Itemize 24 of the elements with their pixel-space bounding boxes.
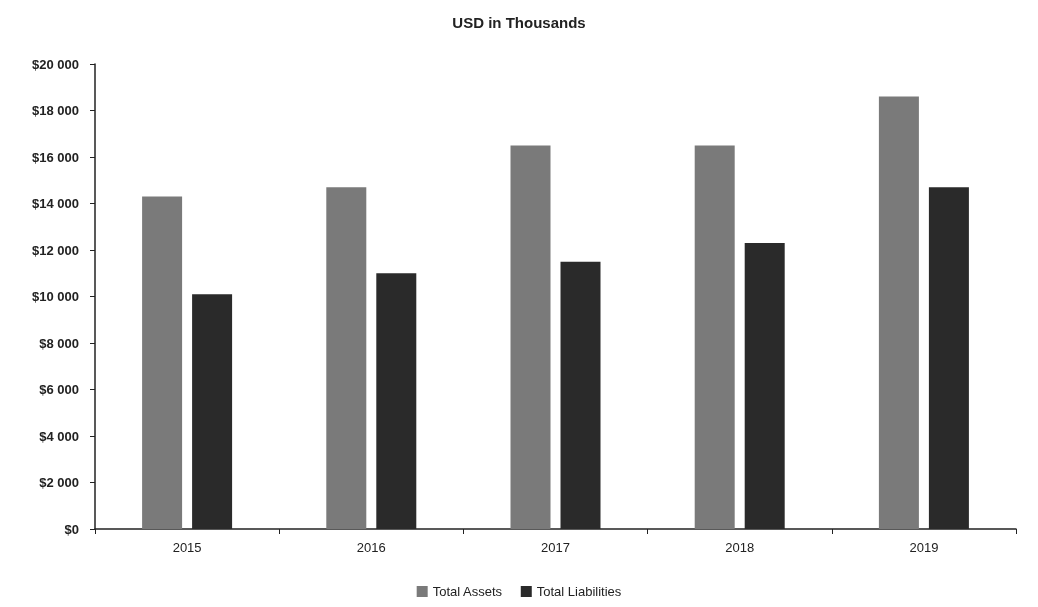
y-tick-label: $0 [64, 521, 79, 537]
y-tick-label: $6 000 [39, 382, 79, 397]
y-tick-label: $10 000 [32, 289, 79, 304]
x-tick-label: 2017 [541, 540, 570, 555]
legend-label: Total Assets [432, 584, 503, 599]
chart-title: USD in Thousands [452, 14, 586, 31]
y-tick-label: $8 000 [39, 335, 79, 351]
x-tick-label: 2018 [725, 540, 755, 555]
bar [878, 96, 919, 529]
bar [142, 196, 183, 529]
y-tick-label: $14 000 [32, 196, 79, 211]
x-tick-label: 2015 [172, 540, 202, 555]
bar [510, 145, 551, 529]
legend-label: Total Liabilities [536, 584, 622, 599]
y-tick-label: $4 000 [39, 428, 79, 444]
y-tick-label: $18 000 [32, 103, 79, 118]
y-tick-label: $16 000 [32, 149, 79, 165]
bar [326, 187, 367, 529]
y-tick-label: $20 000 [32, 56, 79, 72]
y-tick-label: $2 000 [39, 475, 79, 490]
y-tick-label: $12 000 [32, 242, 79, 258]
bar [694, 145, 735, 529]
x-tick-label: 2019 [909, 540, 939, 555]
x-tick-label: 2016 [356, 540, 386, 555]
